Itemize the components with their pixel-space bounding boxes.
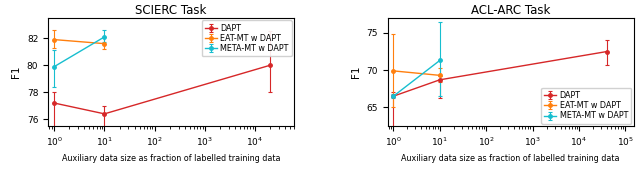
Y-axis label: F1: F1 <box>351 66 361 78</box>
Legend: DAPT, EAT-MT w DAPT, META-MT w DAPT: DAPT, EAT-MT w DAPT, META-MT w DAPT <box>202 20 292 56</box>
Title: SCIERC Task: SCIERC Task <box>135 4 207 17</box>
Legend: DAPT, EAT-MT w DAPT, META-MT w DAPT: DAPT, EAT-MT w DAPT, META-MT w DAPT <box>541 88 631 124</box>
X-axis label: Auxiliary data size as fraction of labelled training data: Auxiliary data size as fraction of label… <box>401 154 620 163</box>
X-axis label: Auxiliary data size as fraction of labelled training data: Auxiliary data size as fraction of label… <box>62 154 280 163</box>
Y-axis label: F1: F1 <box>12 66 21 78</box>
Title: ACL-ARC Task: ACL-ARC Task <box>471 4 550 17</box>
